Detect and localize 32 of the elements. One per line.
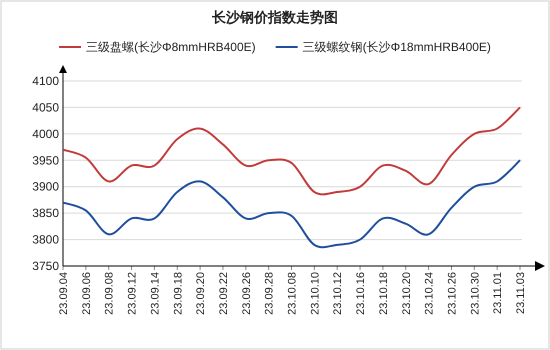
- x-tick-label: 23.10.20: [400, 272, 413, 315]
- x-tick-label: 23.09.12: [126, 272, 139, 315]
- legend-label: 三级螺纹钢(长沙Φ18mmHRB400E): [302, 40, 491, 54]
- x-tick-label: 23.09.06: [80, 272, 93, 315]
- x-tick-label: 23.09.26: [240, 272, 253, 315]
- x-tick-label: 23.11.03: [515, 272, 527, 314]
- x-tick-label: 23.10.24: [424, 272, 436, 315]
- x-tick-label: 23.10.12: [332, 272, 344, 315]
- legend-label: 三级盘螺(长沙Φ8mmHRB400E): [86, 40, 256, 54]
- title: 长沙钢价指数走势图: [212, 9, 338, 25]
- x-tick-label: 23.09.14: [149, 272, 162, 315]
- x-tick-label: 23.09.18: [172, 272, 184, 315]
- y-tick-label: 3850: [32, 206, 60, 220]
- x-tick-label: 23.10.18: [378, 272, 390, 315]
- x-tick-label: 23.10.30: [469, 272, 482, 315]
- x-tick-label: 23.09.28: [264, 272, 276, 315]
- y-tick-label: 3950: [32, 153, 60, 168]
- x-tick-label: 23.09.08: [104, 272, 116, 315]
- y-tick-label: 3900: [32, 180, 60, 194]
- x-tick-label: 23.10.16: [355, 272, 368, 315]
- y-tick-label: 4050: [32, 100, 60, 114]
- x-tick-label: 23.10.08: [286, 272, 298, 315]
- x-tick-label: 23.10.10: [309, 272, 322, 315]
- x-tick-label: 23.09.22: [218, 272, 230, 315]
- y-tick-label: 4100: [32, 74, 60, 88]
- y-tick-label: 3800: [32, 232, 60, 247]
- y-tick-label: 4000: [32, 126, 60, 141]
- x-tick-label: 23.11.01: [492, 272, 504, 314]
- y-tick-label: 3750: [32, 259, 60, 273]
- x-tick-label: 23.09.20: [195, 272, 208, 315]
- x-tick-label: 23.09.04: [58, 272, 70, 315]
- x-tick-label: 23.10.26: [446, 272, 458, 315]
